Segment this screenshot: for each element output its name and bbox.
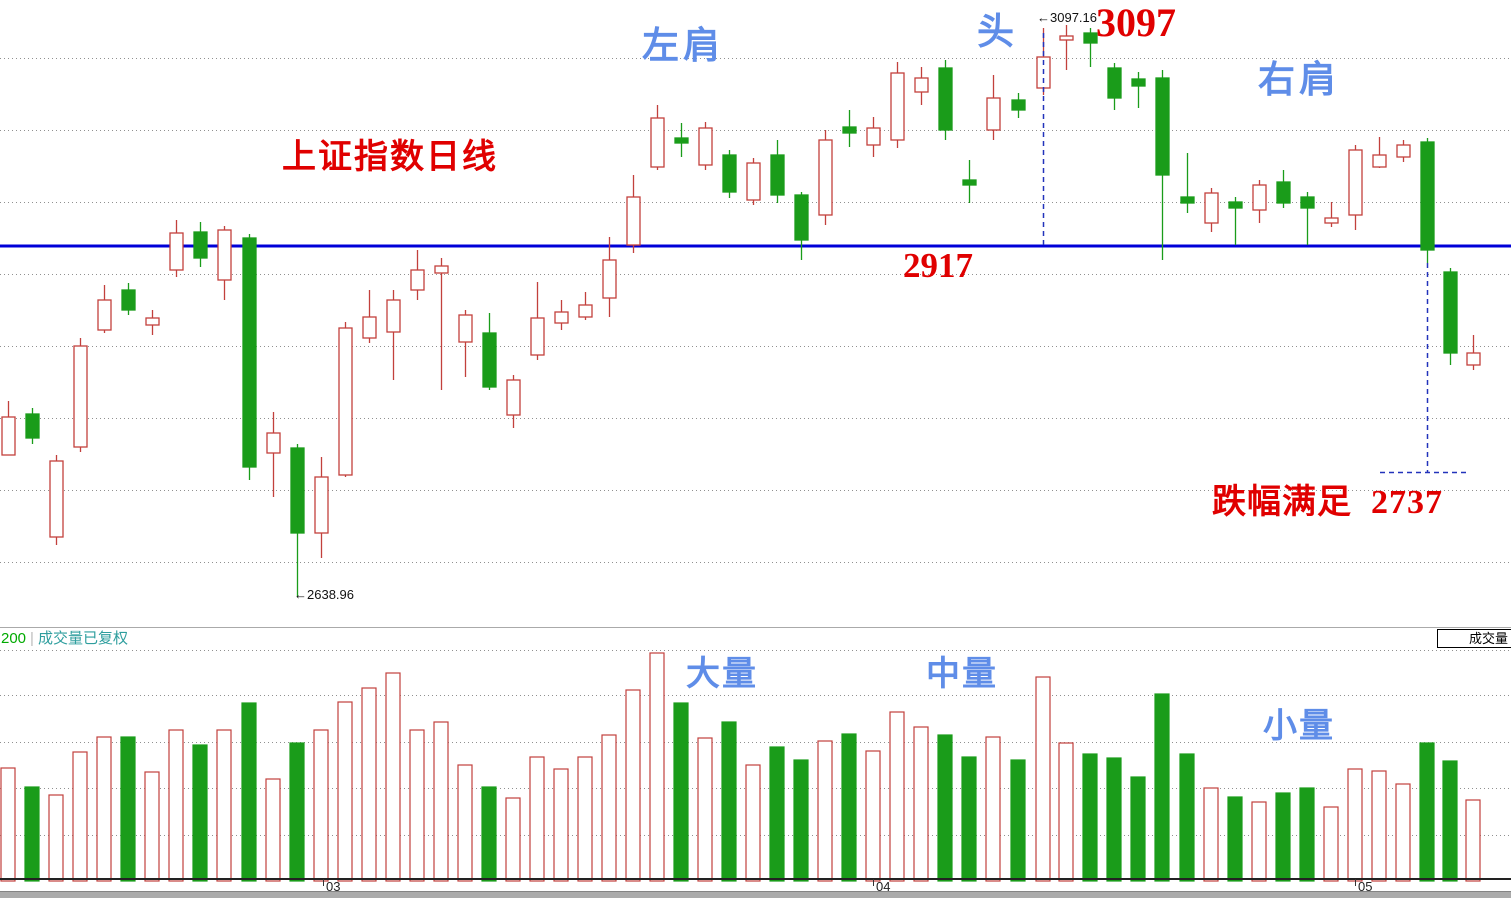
chart-title: 上证指数日线 <box>282 139 498 176</box>
decline-target-label: 跌幅满足 2737 <box>1212 484 1443 521</box>
volume-adjusted-label: 成交量已复权 <box>37 630 128 647</box>
head-high-label: 3097 <box>1096 0 1176 45</box>
x-axis-label-04: 04 <box>876 879 891 894</box>
header-separator: | <box>30 630 34 647</box>
horizontal-scrollbar[interactable] <box>0 891 1511 898</box>
x-axis-label-05: 05 <box>1358 879 1373 894</box>
major-low-price-callout: ←2638.96 <box>294 587 354 602</box>
volume-small-label: 小量 <box>1263 708 1335 745</box>
indicator-value: 200 <box>1 630 27 647</box>
volume-large-label: 大量 <box>686 656 758 693</box>
neckline-value-label: 2917 <box>903 246 973 285</box>
x-axis-label-03: 03 <box>326 879 341 894</box>
volume-panel-header: 200 | 成交量已复权 <box>1 630 128 648</box>
right-shoulder-label: 右肩 <box>1258 60 1340 101</box>
head-label: 头 <box>977 12 1014 53</box>
left-shoulder-label: 左肩 <box>642 26 724 67</box>
head-high-price-callout: ←3097.16 <box>1037 10 1097 25</box>
volume-medium-label: 中量 <box>926 656 998 693</box>
volume-indicator-box[interactable]: 成交量 <box>1437 629 1511 648</box>
